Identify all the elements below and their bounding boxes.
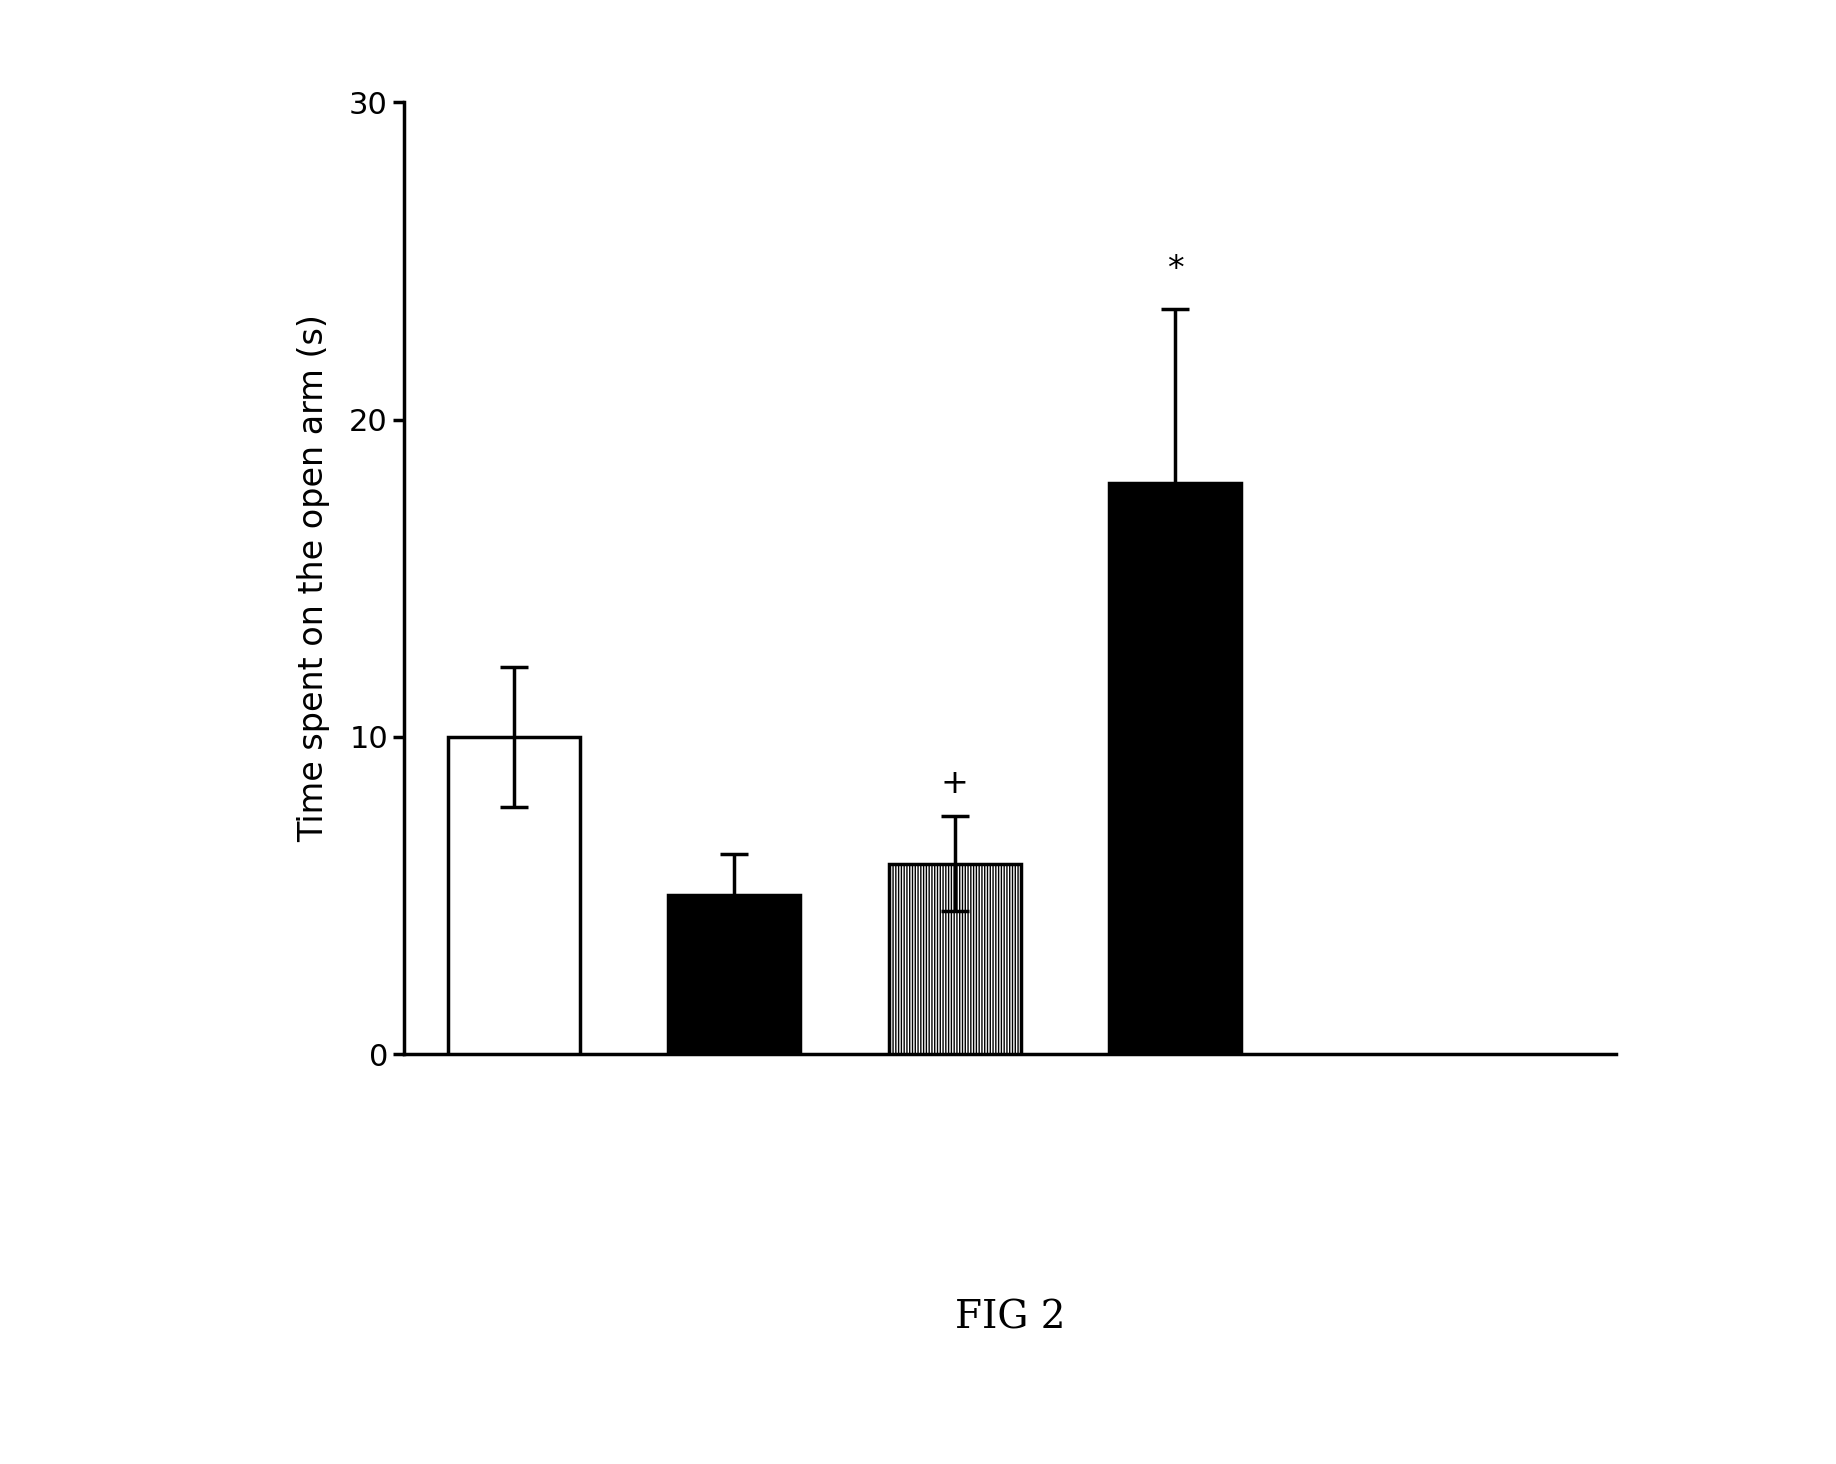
Text: *: * (1166, 253, 1184, 287)
Bar (448, 736, 580, 1054)
Bar (668, 896, 800, 1054)
Text: FIG 2: FIG 2 (955, 1299, 1065, 1337)
Y-axis label: Time spent on the open arm (s): Time spent on the open arm (s) (297, 315, 330, 842)
Text: +: + (940, 767, 969, 801)
Bar (889, 864, 1021, 1054)
Bar (1109, 483, 1241, 1054)
